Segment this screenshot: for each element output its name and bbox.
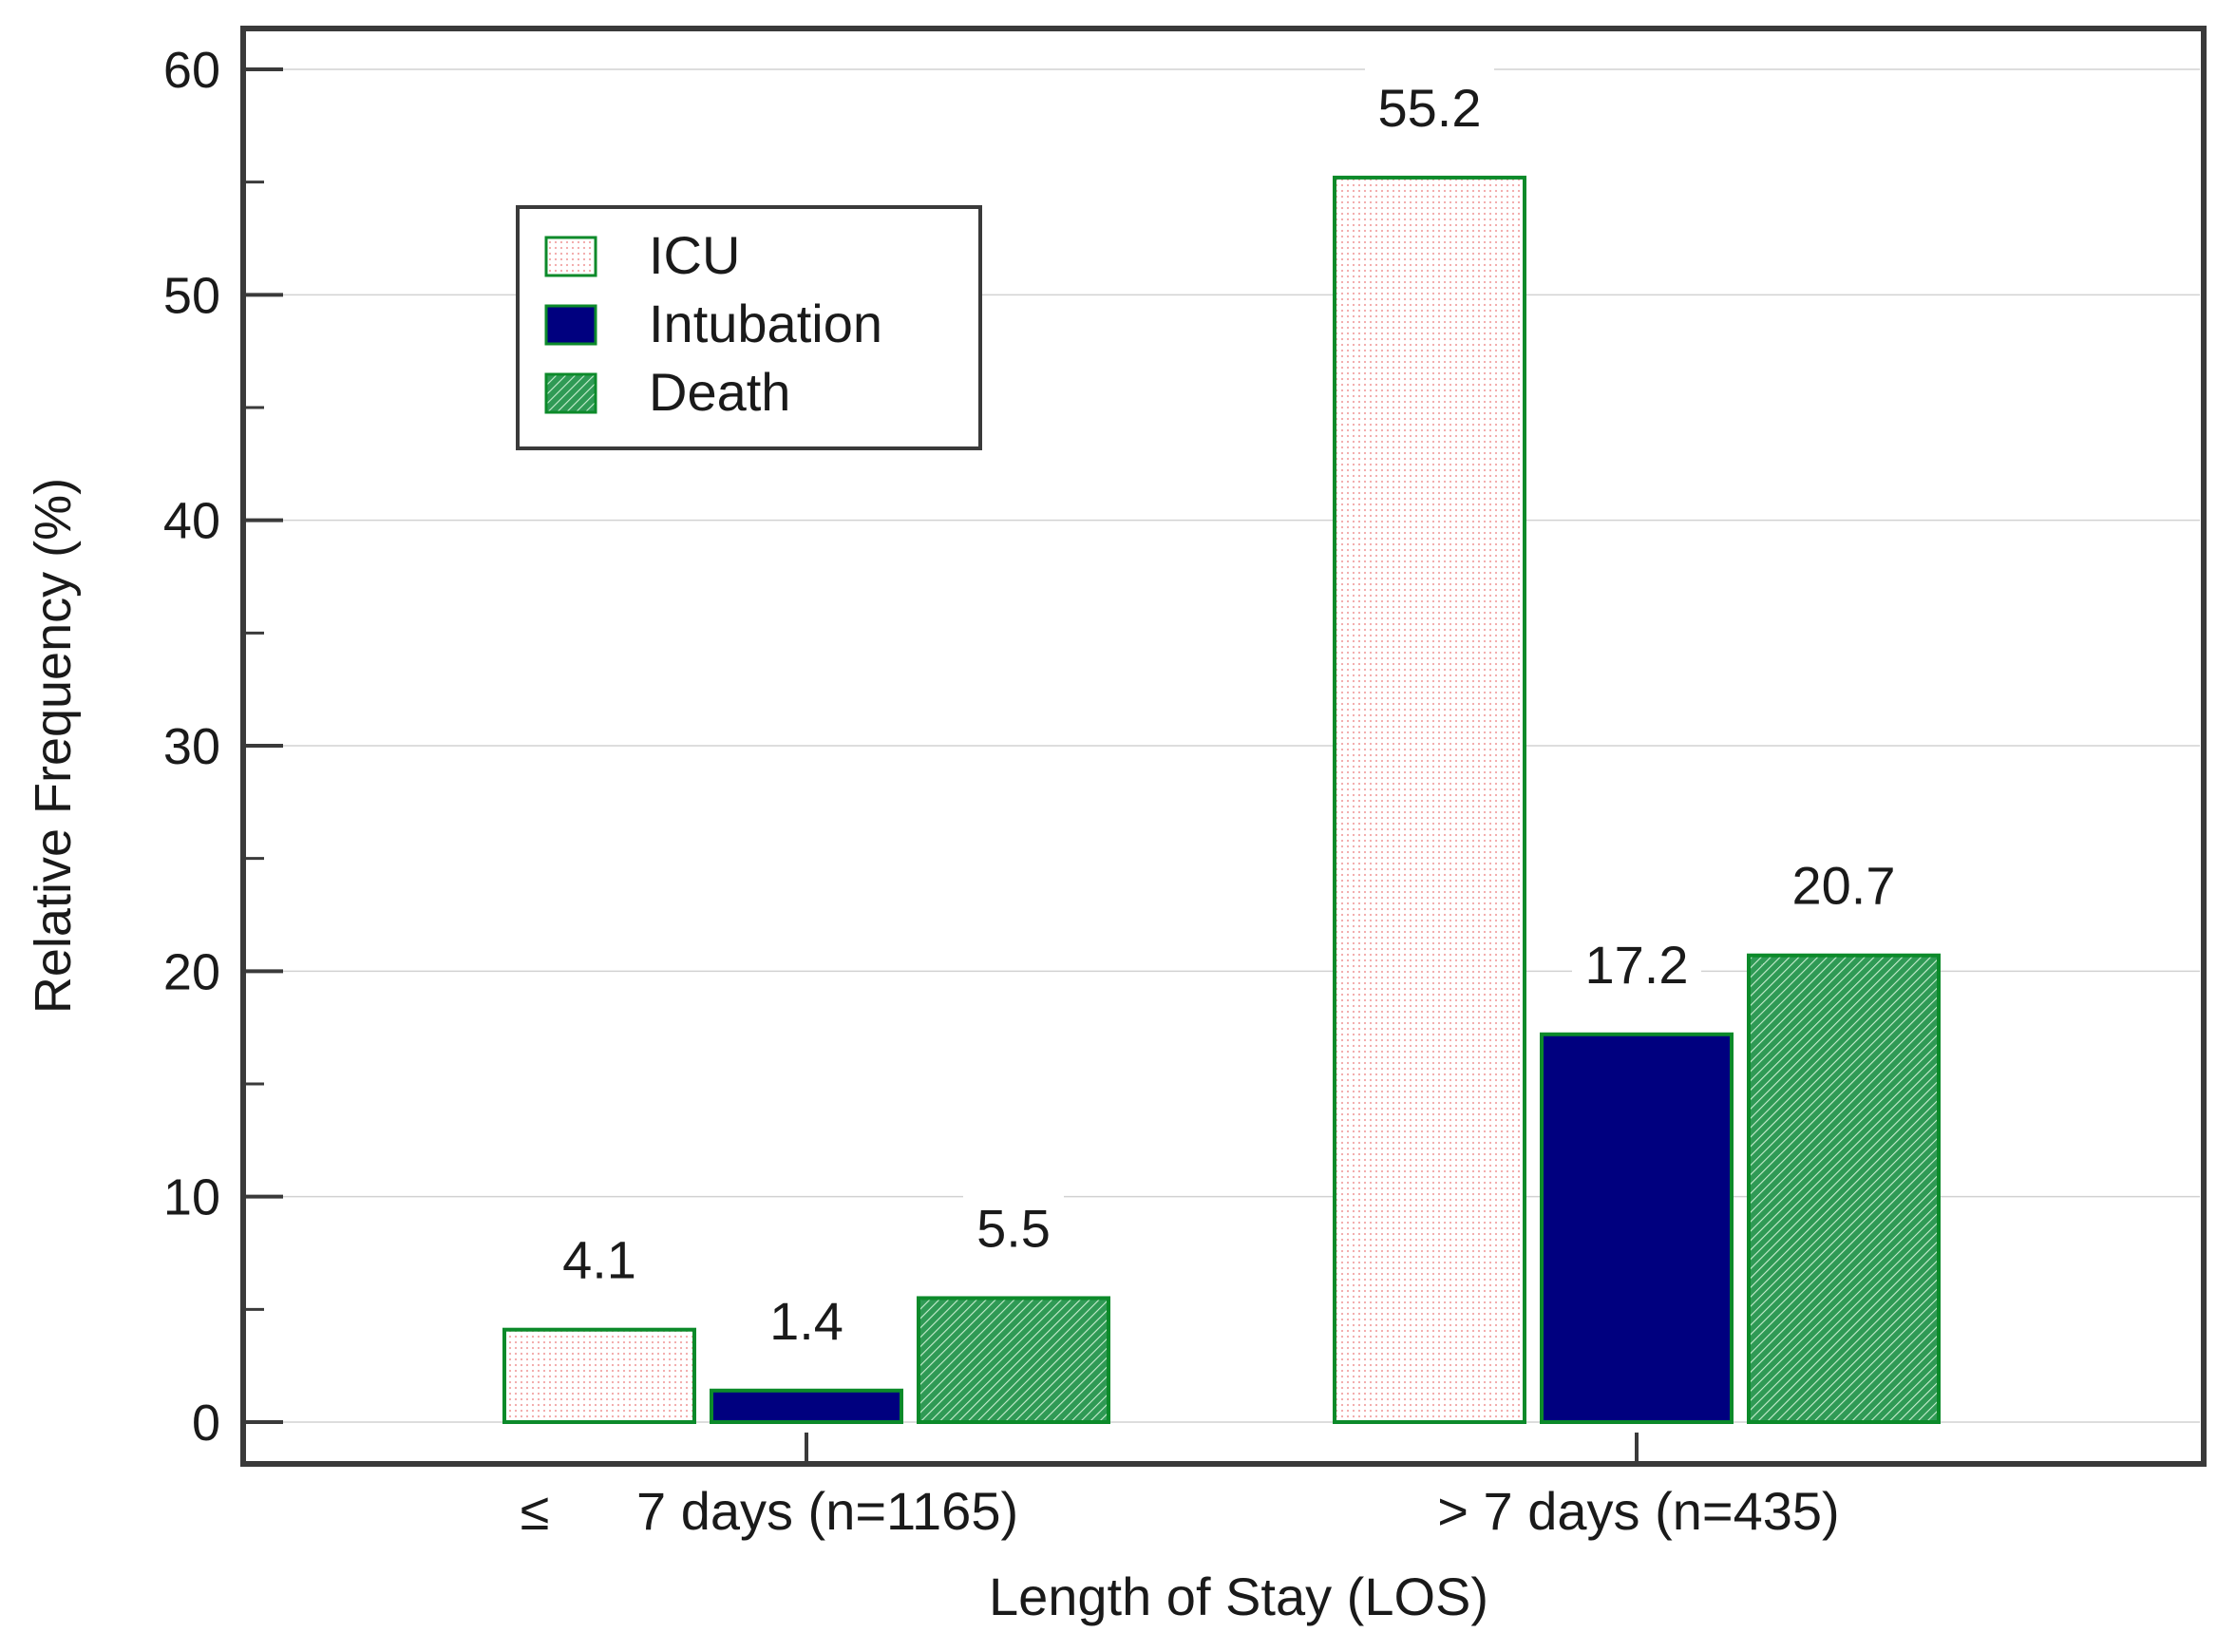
bar-death-le7 <box>917 1296 1110 1425</box>
y-tick-label: 0 <box>192 1395 220 1452</box>
data-label-background <box>1365 59 1494 140</box>
data-label-intubation: 1.4 <box>769 1291 843 1351</box>
bar-icu-gt7 <box>1333 175 1526 1424</box>
legend: ICU Intubation Death <box>516 205 982 450</box>
data-label-background <box>549 1211 650 1292</box>
x-axis: ≤7 days (n=1165) > 7 days (n=435) <box>521 1433 1840 1541</box>
legend-swatch-death <box>544 372 597 414</box>
legend-swatch-intubation <box>544 304 597 346</box>
y-axis: 0 10 20 30 40 50 60 <box>163 42 283 1452</box>
data-label-intubation: 17.2 <box>1585 935 1689 995</box>
legend-swatch-icu <box>544 236 597 277</box>
y-tick-label: 10 <box>163 1169 220 1226</box>
y-tick-label: 60 <box>163 42 220 99</box>
data-label-background <box>756 1272 857 1353</box>
legend-label-death: Death <box>649 362 790 422</box>
bars <box>502 175 1941 1425</box>
bar-death-gt7 <box>1747 953 1941 1424</box>
bar-icu-le7 <box>502 1327 696 1425</box>
x-tick-label-symbol: ≤ <box>521 1481 550 1541</box>
y-axis-title: Relative Frequency (%) <box>25 478 82 1014</box>
y-tick-label: 40 <box>163 493 220 550</box>
data-label-death: 5.5 <box>976 1198 1051 1258</box>
bar-intubation-le7 <box>710 1388 903 1424</box>
data-label-icu: 55.2 <box>1378 78 1482 138</box>
legend-label-icu: ICU <box>649 225 740 285</box>
x-tick-label: 7 days (n=1165) <box>636 1481 1018 1541</box>
data-label-death: 20.7 <box>1792 856 1896 916</box>
y-tick-label: 20 <box>163 943 220 1000</box>
data-label-background <box>963 1180 1064 1261</box>
y-tick-label: 30 <box>163 718 220 775</box>
y-tick-label: 50 <box>163 267 220 324</box>
legend-label-intubation: Intubation <box>649 294 882 353</box>
x-tick-label: > 7 days (n=435) <box>1437 1481 1839 1541</box>
data-label-icu: 4.1 <box>562 1230 636 1290</box>
bar-intubation-gt7 <box>1540 1032 1734 1424</box>
data-label-background <box>1779 837 1908 918</box>
value-labels: 4.1 1.4 5.5 55.2 17.2 20.7 <box>549 59 1908 1353</box>
data-label-background <box>1572 916 1701 997</box>
x-axis-title: Length of Stay (LOS) <box>989 1567 1488 1626</box>
